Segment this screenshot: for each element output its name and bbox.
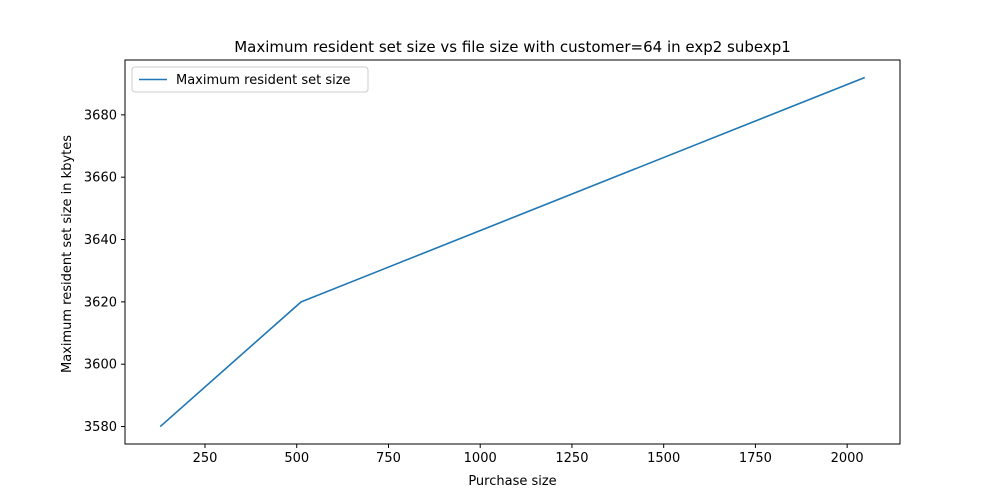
x-tick-label: 250 [193, 451, 218, 466]
x-axis-label: Purchase size [468, 474, 556, 489]
x-tick-label: 1500 [647, 451, 680, 466]
x-axis-ticks: 250 500 750 1000 1250 1500 1750 2000 [193, 444, 864, 466]
axes-frame [124, 59, 901, 445]
x-tick-label: 1000 [464, 451, 497, 466]
y-tick-label: 3580 [84, 420, 117, 435]
legend-label: Maximum resident set size [176, 73, 351, 88]
chart-title: Maximum resident set size vs file size w… [234, 38, 791, 56]
x-tick-label: 2000 [831, 451, 864, 466]
y-tick-label: 3680 [84, 108, 117, 123]
x-tick-label: 500 [284, 451, 309, 466]
series-layer [159, 76, 866, 428]
legend-box [131, 66, 369, 93]
y-axis-ticks: 3580 3600 3620 3640 3660 3680 [84, 108, 125, 435]
series-line [159, 76, 866, 428]
y-tick-label: 3660 [84, 171, 117, 186]
y-tick-label: 3600 [84, 358, 117, 373]
x-tick-label: 750 [376, 451, 401, 466]
x-tick-label: 1750 [739, 451, 772, 466]
x-tick-label: 1250 [555, 451, 588, 466]
legend: Maximum resident set size [131, 66, 369, 93]
y-axis-label: Maximum resident set size in kbytes [60, 135, 75, 373]
y-tick-label: 3640 [84, 233, 117, 248]
plot-area [124, 59, 901, 445]
y-tick-label: 3620 [84, 295, 117, 310]
